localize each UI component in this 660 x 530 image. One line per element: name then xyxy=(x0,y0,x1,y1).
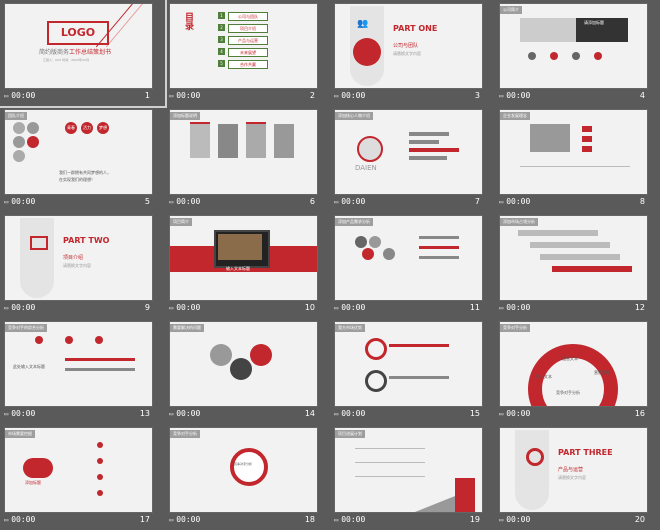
slide-preview: 竞争对手的综合分析 此处输入文本标题 xyxy=(4,321,153,407)
chart-icon xyxy=(30,236,48,250)
film-strip-icon: ▭ xyxy=(4,516,9,524)
film-strip-icon: ▭ xyxy=(334,516,339,524)
film-strip-icon: ▭ xyxy=(499,198,504,206)
slide-footer: ▭ 00:00 2 xyxy=(169,91,315,100)
slide-preview: PART THREE 产品与运营 请替换文字内容 xyxy=(499,427,648,513)
part-subtitle: 请替换文字内容 xyxy=(393,51,421,56)
film-strip-icon: ▭ xyxy=(499,410,504,418)
film-strip-icon: ▭ xyxy=(499,92,504,100)
toc-item: 未来展望 xyxy=(228,48,268,57)
slide-tag: 公司简介 xyxy=(500,6,522,14)
slide-thumbnail-8[interactable]: 企业发展理念 ▭ 00:00 8 xyxy=(495,106,660,212)
film-strip-icon: ▭ xyxy=(334,410,339,418)
slide-preview: 👥 PART ONE 公司与团队 请替换文字内容 xyxy=(334,3,483,89)
slide-preview: LOGO 简约版商务工作总结策划书 汇报人：XXX 时间：20XX年XX月 xyxy=(4,3,153,89)
film-strip-icon: ▭ xyxy=(499,516,504,524)
slide-thumbnail-4[interactable]: 公司简介 请添加标题 ▭ 00:00 4 xyxy=(495,0,660,106)
slide-preview: 添加产品需求分析 xyxy=(334,215,483,301)
slide-thumbnail-12[interactable]: 添加市场占领分析 ▭ 00:00 12 xyxy=(495,212,660,318)
film-strip-icon: ▭ xyxy=(334,92,339,100)
film-strip-icon: ▭ xyxy=(4,304,9,312)
slide-preview: 添加市场占领分析 xyxy=(499,215,648,301)
film-strip-icon: ▭ xyxy=(4,410,9,418)
slide-number: 1 xyxy=(144,91,150,100)
slide-thumbnail-7[interactable]: 添加核心人物介绍 DAIEN ▭ 00:00 7 xyxy=(330,106,495,212)
slide-thumbnail-11[interactable]: 添加产品需求分析 ▭ 00:00 11 xyxy=(330,212,495,318)
slide-preview: 公司简介 请添加标题 xyxy=(499,3,648,89)
film-strip-icon: ▭ xyxy=(334,198,339,206)
slide-preview: 项目简介 输入文本标题 xyxy=(169,215,318,301)
slide-thumbnail-18[interactable]: 竞争对手分析 竞争对手分析 ▭ 00:00 18 xyxy=(165,424,330,530)
slide-time: 00:00 xyxy=(11,91,36,100)
film-strip-icon: ▭ xyxy=(334,304,339,312)
slide-preview: 企业发展理念 xyxy=(499,109,648,195)
slide-title: 简约版商务工作总结策划书 xyxy=(39,49,112,56)
toc-heading: 目录 xyxy=(183,12,193,30)
logo-box: LOGO xyxy=(47,21,109,45)
slide-preview: 需要解决的问题 xyxy=(169,321,318,407)
slide-preview: 市场需要挖掘 添加标题 xyxy=(4,427,153,513)
slide-preview: 竞争对手分析 输入文本 运营文本 营销策略 竞争对手分析 xyxy=(499,321,648,407)
slide-preview: 团队介绍 青春 活力 梦想 我们一群拥有共同梦想的人， 在实现我们的理想！ xyxy=(4,109,153,195)
slide-thumbnail-10[interactable]: 项目简介 输入文本标题 ▭ 00:00 10 xyxy=(165,212,330,318)
slide-thumbnail-19[interactable]: 项目进展计划 ▭ 00:00 19 xyxy=(330,424,495,530)
gear-icon xyxy=(526,448,544,466)
part-label: 公司与团队 xyxy=(393,43,419,49)
slide-thumbnail-2[interactable]: 目录 1 公司与团队 2 项目介绍 3 产品与运营 4 未来展望 5 合作共赢 ▭ 00:0… xyxy=(165,0,330,106)
photo-caption: 请添加标题 xyxy=(584,20,604,25)
slide-footer: ▭ 00:00 4 xyxy=(499,91,645,100)
toc-item: 产品与运营 xyxy=(228,36,268,45)
slide-preview: 我方市场优势 xyxy=(334,321,483,407)
slide-thumbnail-16[interactable]: 竞争对手分析 输入文本 运营文本 营销策略 竞争对手分析 ▭ 00:00 16 xyxy=(495,318,660,424)
slide-thumbnail-14[interactable]: 需要解决的问题 ▭ 00:00 14 xyxy=(165,318,330,424)
slide-thumbnail-20[interactable]: PART THREE 产品与运营 请替换文字内容 ▭ 00:00 20 xyxy=(495,424,660,530)
toc-item: 公司与团队 xyxy=(228,12,268,21)
film-strip-icon: ▭ xyxy=(169,304,174,312)
slide-preview: 目录 1 公司与团队 2 项目介绍 3 产品与运营 4 未来展望 5 合作共赢 xyxy=(169,3,318,89)
slide-preview: 添加标题说明 xyxy=(169,109,318,195)
slide-thumbnail-15[interactable]: 我方市场优势 ▭ 00:00 15 xyxy=(330,318,495,424)
film-strip-icon: ▭ xyxy=(169,198,174,206)
slide-thumbnail-17[interactable]: 市场需要挖掘 添加标题 ▭ 00:00 17 xyxy=(0,424,165,530)
slide-preview: 竞争对手分析 竞争对手分析 xyxy=(169,427,318,513)
slide-thumbnail-1[interactable]: LOGO 简约版商务工作总结策划书 汇报人：XXX 时间：20XX年XX月 ▭ 0… xyxy=(0,0,167,108)
film-strip-icon: ▭ xyxy=(499,304,504,312)
slide-thumbnail-5[interactable]: 团队介绍 青春 活力 梦想 我们一群拥有共同梦想的人， 在实现我们的理想！ ▭ 0… xyxy=(0,106,165,212)
toc-item: 合作共赢 xyxy=(228,60,268,69)
film-strip-icon: ▭ xyxy=(4,92,9,100)
film-strip-icon: ▭ xyxy=(169,410,174,418)
slide-preview: 项目进展计划 xyxy=(334,427,483,513)
presenter-meta: 汇报人：XXX 时间：20XX年XX月 xyxy=(43,58,90,62)
slide-footer: ▭ 00:00 3 xyxy=(334,91,480,100)
toc-item: 项目介绍 xyxy=(228,24,268,33)
film-strip-icon: ▭ xyxy=(169,516,174,524)
film-strip-icon: ▭ xyxy=(169,92,174,100)
film-strip-icon: ▭ xyxy=(4,198,9,206)
slide-preview: PART TWO 项目介绍 请替换文字内容 xyxy=(4,215,153,301)
slide-thumbnail-9[interactable]: PART TWO 项目介绍 请替换文字内容 ▭ 00:00 9 xyxy=(0,212,165,318)
part-title: PART ONE xyxy=(393,24,438,33)
slide-footer: ▭ 00:00 1 xyxy=(4,90,154,102)
slide-preview: 添加核心人物介绍 DAIEN xyxy=(334,109,483,195)
team-icon: 👥 xyxy=(357,19,369,29)
slide-thumbnail-6[interactable]: 添加标题说明 ▭ 00:00 6 xyxy=(165,106,330,212)
slide-thumbnail-13[interactable]: 竞争对手的综合分析 此处输入文本标题 ▭ 00:00 13 xyxy=(0,318,165,424)
slide-thumbnail-3[interactable]: 👥 PART ONE 公司与团队 请替换文字内容 ▭ 00:00 3 xyxy=(330,0,495,106)
